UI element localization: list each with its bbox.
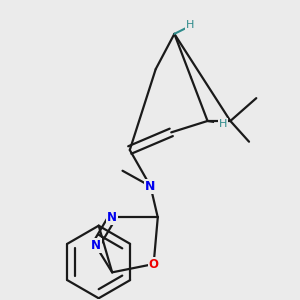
Text: N: N	[107, 211, 117, 224]
Text: O: O	[148, 258, 159, 271]
Text: N: N	[91, 239, 100, 252]
Text: H: H	[186, 20, 194, 29]
Text: N: N	[145, 180, 156, 193]
Text: H: H	[219, 119, 227, 129]
